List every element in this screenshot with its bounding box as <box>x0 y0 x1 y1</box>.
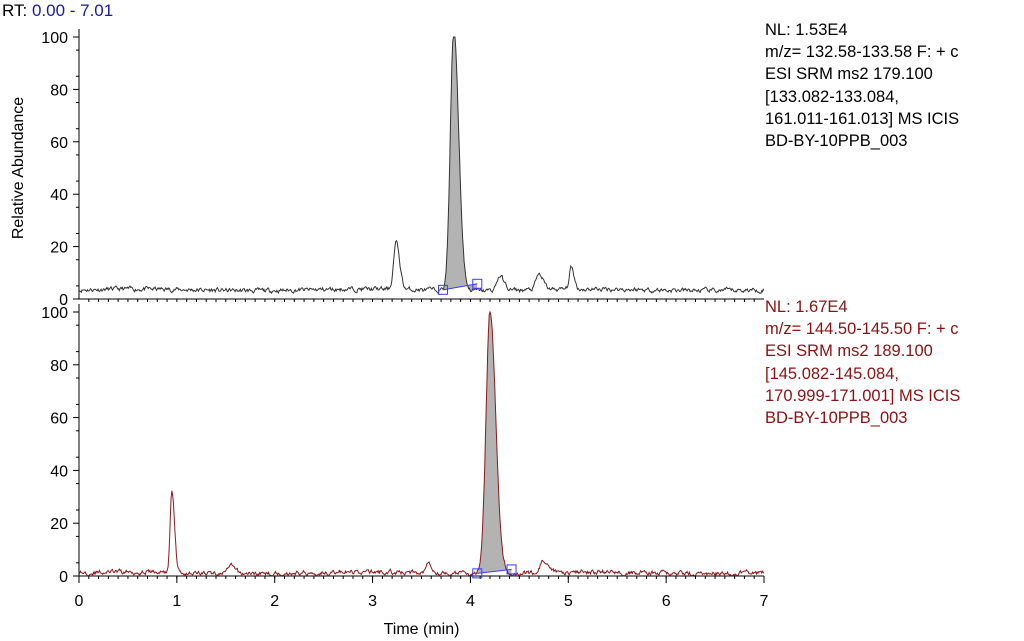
rt-range-header: RT: 0.00 - 7.01 <box>2 1 113 21</box>
x-tick-label: 4 <box>466 593 475 610</box>
y-tick-label: 40 <box>50 463 68 480</box>
normalization-level: NL: 1.67E4 <box>765 298 848 316</box>
trace-info-bottom: NL: 1.67E4 m/z= 144.50-145.50 F: + c ESI… <box>765 296 960 429</box>
x-tick-label: 7 <box>760 593 769 610</box>
chromatogram-trace <box>78 310 765 577</box>
integration-marker <box>506 564 517 575</box>
y-tick-label: 60 <box>50 135 68 152</box>
x-tick-label: 1 <box>172 593 181 610</box>
y-tick-label: 40 <box>50 187 68 204</box>
chromatogram-panel-top: 0 20 40 60 80 100 Relative Abundance <box>10 29 765 309</box>
y-tick-label: 60 <box>50 411 68 428</box>
rt-label: RT: <box>2 1 28 20</box>
integration-baseline <box>477 568 512 574</box>
y-tick-label: 100 <box>41 30 68 47</box>
scan-filter-line: [133.082-133.084, <box>765 87 899 106</box>
integration-baseline <box>442 283 478 291</box>
chromatogram-panel-bottom: 0 20 40 60 80 100 0 1 2 3 4 5 6 7 Time (min) <box>41 304 769 638</box>
integrated-peak-area <box>477 312 512 575</box>
rt-range-value: 0.00 - 7.01 <box>31 1 114 20</box>
scan-filter-line: [145.082-145.084, <box>765 364 899 383</box>
y-tick-label: 0 <box>59 292 68 309</box>
integration-marker <box>438 284 449 295</box>
trace-info-top: NL: 1.53E4 m/z= 132.58-133.58 F: + c ESI… <box>765 19 959 152</box>
x-tick-label: 5 <box>564 593 573 610</box>
integration-marker <box>472 568 483 579</box>
file-name: BD-BY-10PPB_003 <box>765 409 908 428</box>
y-tick-label: 0 <box>59 569 68 586</box>
integrated-peak-area <box>443 37 478 292</box>
integration-marker <box>472 278 483 289</box>
chromatogram-trace <box>78 36 765 295</box>
y-axis-label: Relative Abundance <box>10 97 27 239</box>
scan-filter-line: 161.011-161.013] MS ICIS <box>765 109 960 128</box>
y-tick-label: 100 <box>41 305 68 322</box>
scan-filter-line: ESI SRM ms2 179.100 <box>765 65 933 84</box>
x-axis-label: Time (min) <box>384 621 460 638</box>
y-tick-label: 80 <box>50 358 68 375</box>
scan-filter-line: 170.999-171.001] MS ICIS <box>765 386 961 405</box>
y-tick-label: 20 <box>50 240 68 257</box>
file-name: BD-BY-10PPB_003 <box>765 132 908 151</box>
scan-filter-line: ESI SRM ms2 189.100 <box>765 342 933 361</box>
scan-filter-line: m/z= 132.58-133.58 F: + c <box>765 43 959 62</box>
scan-filter-line: m/z= 144.50-145.50 F: + c <box>765 320 959 339</box>
y-tick-label: 80 <box>50 82 68 99</box>
x-tick-label: 3 <box>368 593 377 610</box>
x-tick-label: 2 <box>270 593 279 610</box>
normalization-level: NL: 1.53E4 <box>765 21 848 39</box>
x-tick-label: 6 <box>662 593 671 610</box>
y-tick-label: 20 <box>50 516 68 533</box>
x-tick-label: 0 <box>75 593 84 610</box>
